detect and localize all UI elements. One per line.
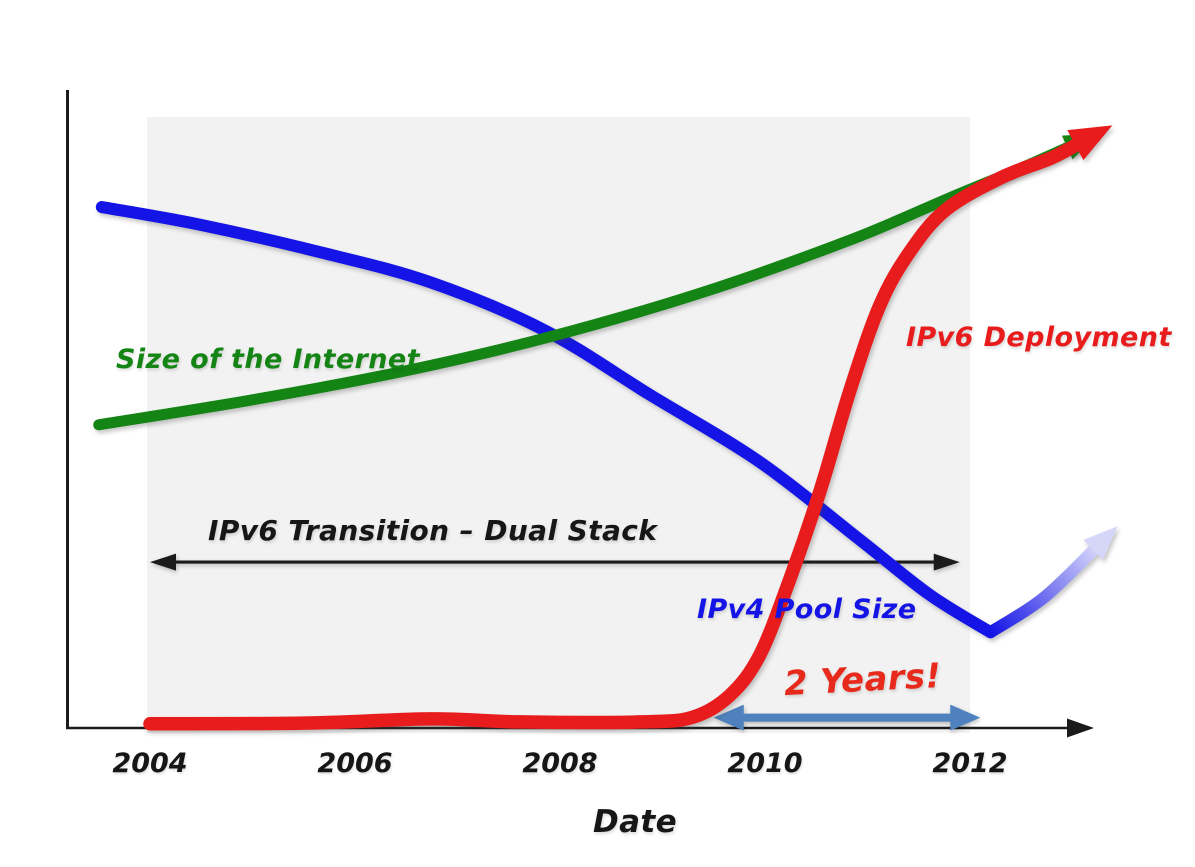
- fading-arrowhead: [1083, 526, 1118, 560]
- series-curve-ipv4-pool-size: [95, 201, 1118, 639]
- annotation-label-2-years: 2 Years!: [783, 655, 943, 705]
- x-tick-label-2006: 2006: [317, 748, 393, 779]
- x-tick-label-2004: 2004: [112, 748, 188, 779]
- double-arrow-1: [713, 704, 981, 731]
- double-arrow-0: [150, 553, 960, 571]
- series-label-ipv6-deployment: IPv6 Deployment: [906, 322, 1172, 353]
- x-tick-label-2012: 2012: [932, 748, 1008, 779]
- series-label-size-of-the-internet: Size of the Internet: [116, 344, 420, 375]
- series-label-ipv4-pool-size: IPv4 Pool Size: [697, 594, 917, 625]
- annotation-label-ipv6-transition-dual-stack: IPv6 Transition – Dual Stack: [208, 514, 658, 547]
- series-curve-ipv6-deployment: [143, 125, 1113, 731]
- x-axis-title: Date: [592, 804, 678, 840]
- series-arrowhead: [1067, 125, 1113, 161]
- x-tick-label-2010: 2010: [727, 748, 803, 779]
- x-tick-label-2008: 2008: [522, 748, 598, 779]
- x-axis-arrowhead: [1067, 718, 1094, 738]
- x-axis-tick-labels: 2004 2006 2008 2010 2012: [0, 748, 1195, 790]
